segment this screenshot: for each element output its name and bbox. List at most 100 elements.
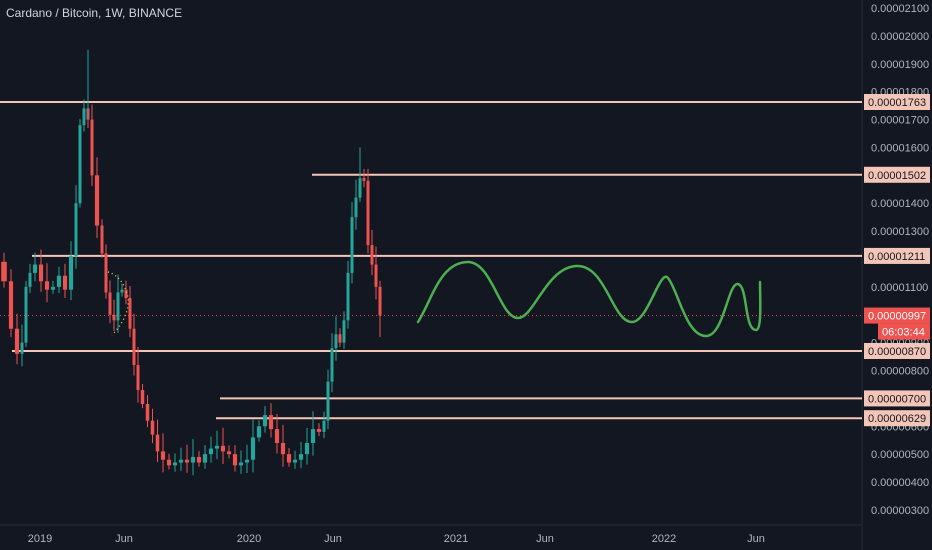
candle-body xyxy=(136,364,140,391)
candle-body xyxy=(196,456,202,463)
x-axis-tick-label: Jun xyxy=(324,533,342,545)
candle-body xyxy=(338,334,342,343)
y-axis-tick-label: 0.00001600 xyxy=(871,142,929,154)
level-label-bg xyxy=(864,390,930,407)
candle-body xyxy=(74,203,78,257)
candle-body xyxy=(238,462,244,466)
y-axis-tick-label: 0.00001300 xyxy=(871,226,929,238)
candle-body xyxy=(232,454,238,466)
y-axis-tick-label: 0.00002000 xyxy=(871,31,929,43)
candle-body xyxy=(38,264,44,282)
candle-body xyxy=(28,272,32,287)
level-label: 0.00001502 xyxy=(868,170,926,182)
candle-body xyxy=(298,454,304,460)
x-axis-tick-label: 2021 xyxy=(444,533,468,545)
candle-body xyxy=(128,298,132,329)
y-axis-tick-label: 0.00000500 xyxy=(871,449,929,461)
candle-body xyxy=(190,456,196,463)
candle-body xyxy=(112,314,116,321)
y-axis-tick-label: 0.00000800 xyxy=(871,366,929,378)
candle-body xyxy=(100,225,104,254)
candle-body xyxy=(250,437,256,460)
candle-body xyxy=(208,448,214,455)
candle-body xyxy=(1,261,7,282)
candle-body xyxy=(124,289,128,299)
candle-body xyxy=(68,256,74,290)
candle-body xyxy=(50,286,56,290)
candle-body xyxy=(256,426,262,438)
candle-body xyxy=(354,197,358,218)
candle-body xyxy=(226,451,232,455)
candle-body xyxy=(330,348,334,382)
candle-body xyxy=(24,286,28,343)
y-axis-tick-label: 0.00001400 xyxy=(871,198,929,210)
x-axis-tick-label: 2019 xyxy=(28,533,52,545)
candle-body xyxy=(178,459,184,463)
level-label-bg xyxy=(864,94,930,110)
countdown-label: 06:03:44 xyxy=(882,327,925,339)
candle-body xyxy=(310,429,316,444)
candle-body xyxy=(220,445,226,452)
candle-body xyxy=(374,264,378,287)
candle-body xyxy=(316,429,322,432)
candle-body xyxy=(262,415,268,427)
y-axis-tick-label: 0.00001100 xyxy=(871,282,928,294)
current-price-label-bg xyxy=(864,307,930,324)
level-label: 0.00000700 xyxy=(868,393,926,405)
candle-body xyxy=(244,459,250,463)
candle-body xyxy=(145,403,150,421)
candle-body xyxy=(346,272,350,321)
candle-body xyxy=(104,253,108,293)
y-axis-tick-label: 0.00000300 xyxy=(871,505,929,517)
candle-body xyxy=(90,119,94,176)
x-axis-tick-label: Jun xyxy=(115,533,133,545)
sketch-projection-line xyxy=(416,260,762,338)
candle-body xyxy=(140,390,145,404)
current-price-label: 0.00000997 xyxy=(868,311,926,323)
level-label-bg xyxy=(864,410,930,427)
chart-title: Cardano / Bitcoin, 1W, BINANCE xyxy=(6,6,183,20)
candle-body xyxy=(116,292,120,321)
candle-body xyxy=(172,462,178,466)
candle-body xyxy=(304,443,310,455)
y-axis-tick-label: 0.00001700 xyxy=(871,115,929,127)
candle-body xyxy=(274,429,280,444)
candle-body xyxy=(378,286,382,316)
candle-body xyxy=(268,415,274,430)
x-axis-tick-label: 2020 xyxy=(237,533,261,545)
level-label: 0.00001211 xyxy=(868,251,925,263)
y-axis-tick-label: 0.00002100 xyxy=(871,3,929,15)
candle-body xyxy=(132,328,136,365)
level-label-bg xyxy=(864,166,930,183)
x-axis-tick-label: Jun xyxy=(747,533,765,545)
countdown-label-bg xyxy=(878,323,930,340)
candle-body xyxy=(280,443,286,455)
candle-body xyxy=(82,108,86,126)
candle-body xyxy=(94,175,100,226)
candle-body xyxy=(108,292,112,315)
candle-body xyxy=(366,180,370,246)
candle-body xyxy=(370,245,374,265)
level-label: 0.00000629 xyxy=(868,413,926,425)
candle-body xyxy=(184,459,190,463)
candle-body xyxy=(214,445,220,449)
candle-body xyxy=(56,275,62,287)
candle-body xyxy=(78,125,82,204)
candle-body xyxy=(62,275,68,290)
x-axis-tick-label: 2022 xyxy=(652,533,676,545)
level-label: 0.00001763 xyxy=(868,97,926,109)
candle-body xyxy=(342,320,346,343)
candle-body xyxy=(44,281,50,290)
candle-body xyxy=(32,264,38,273)
candle-body xyxy=(292,459,298,463)
candle-body xyxy=(20,342,24,354)
candle-body xyxy=(322,420,326,432)
candle-body xyxy=(14,328,20,354)
y-axis-tick-label: 0.00000400 xyxy=(871,477,929,489)
level-label-bg xyxy=(864,343,930,359)
candle-body xyxy=(334,334,338,349)
level-label-bg xyxy=(864,247,930,264)
candle-body xyxy=(8,281,14,329)
